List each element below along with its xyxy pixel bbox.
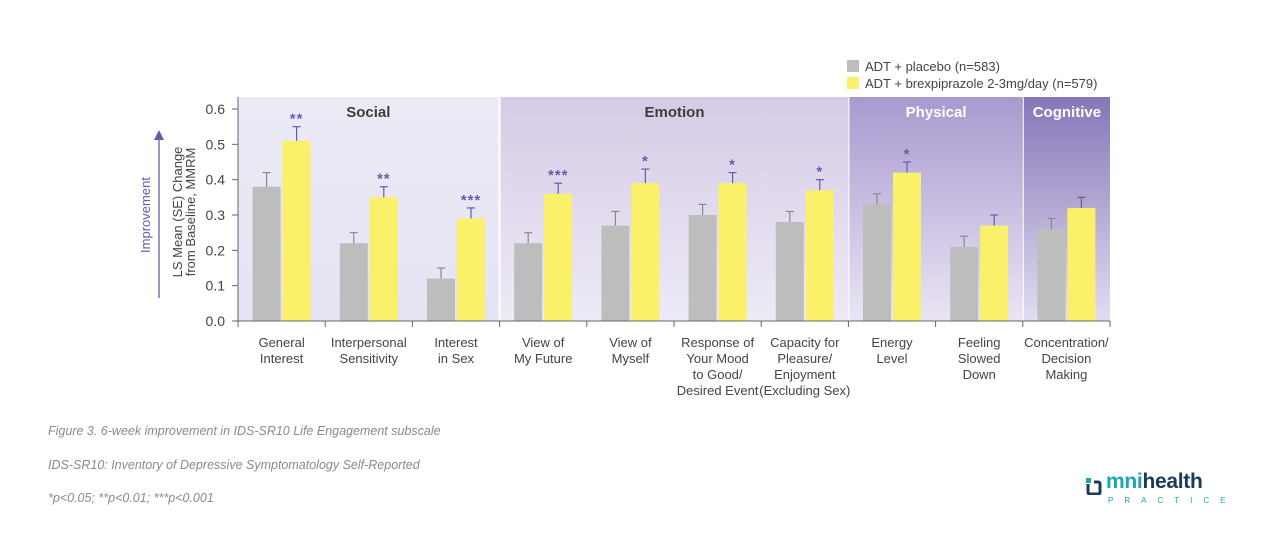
- bar: [863, 204, 891, 321]
- significance-marker: *: [904, 146, 911, 163]
- bar: [252, 186, 281, 321]
- chart-text: Social Emotion Physical Cognitive**********…: [138, 59, 1109, 398]
- significance-footnote: *p<0.05; **p<0.01; ***p<0.001: [48, 491, 214, 505]
- bar: [339, 243, 368, 321]
- x-tick-label: Concentration/Decision Making: [1024, 335, 1109, 382]
- bar: [282, 140, 311, 321]
- improvement-arrow-head-icon: [154, 130, 164, 140]
- y-tick-label: 0.1: [206, 278, 226, 294]
- axes: [154, 60, 1111, 327]
- significance-marker: ***: [461, 192, 482, 209]
- x-tick-label: Feeling Slowed Down: [958, 335, 1001, 382]
- bar: [369, 197, 398, 321]
- group-band: [1023, 97, 1110, 321]
- significance-marker: **: [290, 111, 304, 128]
- bar: [601, 225, 630, 321]
- figure-caption: Figure 3. 6-week improvement in IDS-SR10…: [48, 424, 441, 438]
- bar: [775, 222, 804, 321]
- y-tick-label: 0.6: [206, 101, 226, 117]
- group-label: Social: [346, 104, 390, 121]
- group-label: Emotion: [645, 104, 705, 121]
- bar: [544, 193, 573, 321]
- legend-entry: ADT + brexpiprazole 2-3mg/day (n=579): [865, 76, 1097, 91]
- bar: [805, 190, 834, 321]
- category-group-bands: [238, 97, 1110, 321]
- chart: Social Emotion Physical Cognitive**********…: [138, 59, 1111, 398]
- bar: [631, 183, 660, 321]
- bar: [718, 183, 747, 321]
- group-label: Physical: [906, 104, 967, 121]
- y-tick-label: 0.0: [206, 313, 226, 329]
- legend-swatch: [847, 60, 859, 72]
- legend-entry: ADT + placebo (n=583): [865, 59, 1000, 74]
- group-label: Cognitive: [1033, 104, 1101, 121]
- bar: [893, 172, 921, 321]
- bar: [1067, 207, 1096, 321]
- y-tick-label: 0.3: [206, 207, 226, 223]
- bar: [427, 278, 455, 321]
- y-tick-label: 0.5: [206, 136, 226, 152]
- bar: [1037, 229, 1066, 321]
- abbreviation-note: IDS-SR10: Inventory of Depressive Sympto…: [48, 458, 420, 472]
- logo-mark-icon: [1086, 478, 1102, 495]
- x-tick-label: Response of Your Mood to Good/Desired Even…: [677, 335, 759, 398]
- y-tick-label: 0.4: [206, 172, 226, 188]
- logo-wordmark: mnihealth: [1106, 470, 1203, 493]
- x-tick-label: Energy Level: [871, 335, 913, 366]
- omnihealth-logo: mnihealth PRACTICE: [1078, 470, 1228, 510]
- significance-marker: *: [642, 153, 649, 170]
- bar: [980, 225, 1009, 321]
- significance-marker: **: [377, 171, 391, 188]
- bar: [950, 246, 979, 321]
- bar: [514, 243, 543, 321]
- x-tick-label: View of My Future: [514, 335, 573, 366]
- logo-subtitle: PRACTICE: [1108, 496, 1237, 505]
- bars: [252, 126, 1096, 321]
- y-tick-label: 0.2: [206, 242, 226, 258]
- x-tick-label: General Interest: [258, 335, 304, 366]
- group-band: [238, 97, 499, 321]
- improvement-label: Improvement: [138, 177, 153, 253]
- x-tick-label: Interpersonal Sensitivity: [331, 335, 407, 366]
- x-tick-label: View of Myself: [609, 335, 652, 366]
- y-axis-title: LS Mean (SE) Changefrom Baseline, MMRM: [170, 147, 198, 278]
- bar: [457, 218, 485, 321]
- significance-marker: *: [729, 157, 736, 174]
- x-tick-label: Capacity for Pleasure/Enjoyment (Excluding…: [759, 335, 850, 398]
- significance-marker: ***: [548, 167, 569, 184]
- bar: [688, 215, 717, 321]
- x-tick-label: Interest in Sex: [434, 335, 478, 366]
- significance-marker: *: [816, 164, 823, 181]
- legend-swatch: [847, 77, 859, 89]
